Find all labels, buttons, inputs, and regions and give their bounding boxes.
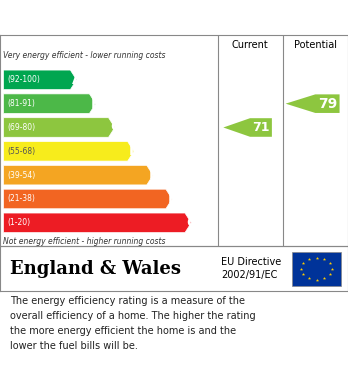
Text: Current: Current (232, 40, 268, 50)
Text: (69-80): (69-80) (8, 123, 36, 132)
Text: D: D (129, 144, 140, 158)
Text: Very energy efficient - lower running costs: Very energy efficient - lower running co… (3, 51, 166, 60)
Polygon shape (3, 118, 115, 137)
Polygon shape (3, 142, 134, 161)
Text: Not energy efficient - higher running costs: Not energy efficient - higher running co… (3, 237, 166, 246)
FancyBboxPatch shape (292, 252, 341, 286)
Text: The energy efficiency rating is a measure of the
overall efficiency of a home. T: The energy efficiency rating is a measur… (10, 296, 256, 351)
Text: (1-20): (1-20) (8, 218, 31, 227)
Text: Energy Efficiency Rating: Energy Efficiency Rating (10, 10, 220, 25)
Text: (55-68): (55-68) (8, 147, 36, 156)
Text: (92-100): (92-100) (8, 75, 40, 84)
Text: EU Directive
2002/91/EC: EU Directive 2002/91/EC (221, 257, 281, 280)
Text: A: A (72, 73, 83, 87)
Polygon shape (3, 213, 191, 233)
Text: (39-54): (39-54) (8, 170, 36, 179)
Polygon shape (286, 94, 340, 113)
Text: E: E (149, 168, 158, 182)
Text: G: G (186, 216, 198, 230)
Text: C: C (110, 120, 121, 135)
Text: B: B (91, 97, 102, 111)
Text: (81-91): (81-91) (8, 99, 35, 108)
Polygon shape (3, 165, 153, 185)
Text: England & Wales: England & Wales (10, 260, 181, 278)
Polygon shape (223, 118, 272, 137)
Text: Potential: Potential (294, 40, 337, 50)
Polygon shape (3, 94, 96, 113)
Text: F: F (168, 192, 177, 206)
Text: 79: 79 (318, 97, 337, 111)
Text: 71: 71 (252, 121, 270, 134)
Polygon shape (3, 189, 172, 209)
Text: (21-38): (21-38) (8, 194, 35, 203)
Polygon shape (3, 70, 77, 90)
